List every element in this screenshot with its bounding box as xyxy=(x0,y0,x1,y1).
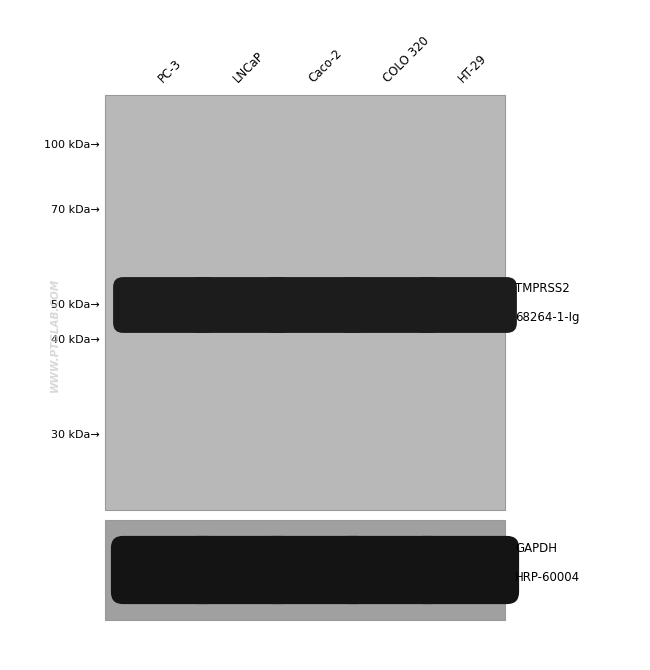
Text: 68264-1-Ig: 68264-1-Ig xyxy=(515,311,580,324)
FancyBboxPatch shape xyxy=(263,277,367,333)
Text: WWW.PTGLAB.COM: WWW.PTGLAB.COM xyxy=(50,278,60,392)
Text: TMPRSS2: TMPRSS2 xyxy=(515,282,570,295)
FancyBboxPatch shape xyxy=(336,536,444,604)
FancyBboxPatch shape xyxy=(338,277,442,333)
Text: GAPDH: GAPDH xyxy=(515,542,557,555)
FancyBboxPatch shape xyxy=(186,536,294,604)
Text: LNCaP: LNCaP xyxy=(231,49,266,85)
FancyBboxPatch shape xyxy=(411,536,519,604)
FancyBboxPatch shape xyxy=(113,277,217,333)
Bar xyxy=(105,95,505,510)
Text: 40 kDa→: 40 kDa→ xyxy=(51,335,100,345)
Text: 50 kDa→: 50 kDa→ xyxy=(51,300,100,310)
Text: HT-29: HT-29 xyxy=(456,52,489,85)
Text: 70 kDa→: 70 kDa→ xyxy=(51,205,100,215)
FancyBboxPatch shape xyxy=(413,277,517,333)
Text: 30 kDa→: 30 kDa→ xyxy=(51,430,100,440)
FancyBboxPatch shape xyxy=(188,277,292,333)
FancyBboxPatch shape xyxy=(261,536,369,604)
Text: Caco-2: Caco-2 xyxy=(306,47,344,85)
Text: HRP-60004: HRP-60004 xyxy=(515,571,580,584)
Text: 100 kDa→: 100 kDa→ xyxy=(44,140,100,150)
Bar xyxy=(105,520,505,620)
FancyBboxPatch shape xyxy=(111,536,219,604)
Text: PC-3: PC-3 xyxy=(156,57,184,85)
Text: COLO 320: COLO 320 xyxy=(381,34,432,85)
